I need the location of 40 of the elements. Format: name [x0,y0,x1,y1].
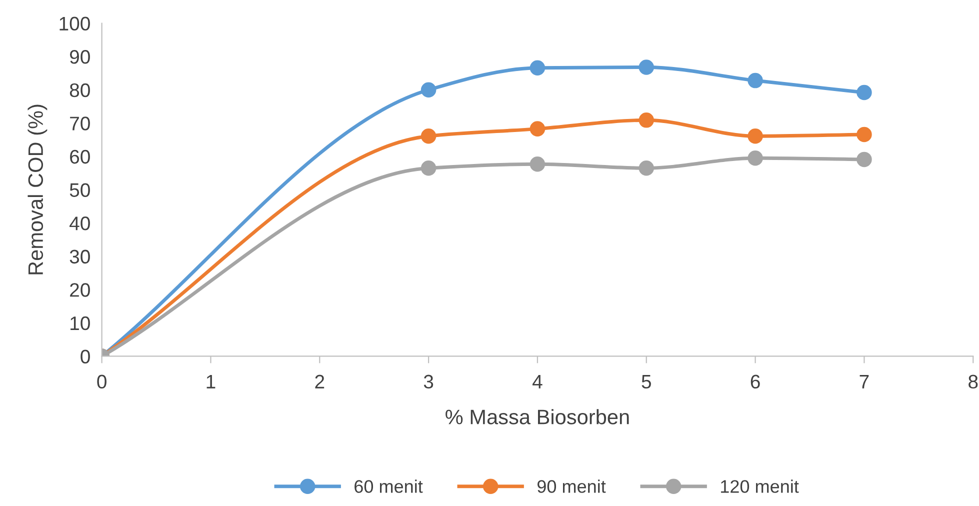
y-tick-label: 10 [70,316,90,330]
y-tick-label: 100 [60,16,90,31]
y-tick-label: 40 [70,216,90,230]
point [856,126,872,142]
legend-label: 60 menit [354,480,423,493]
legend-label: 120 menit [721,480,799,493]
point [530,156,546,172]
point [638,60,654,75]
point [856,152,872,168]
point [748,72,763,88]
x-axis-title: % Massa Biosorben [446,409,629,424]
point [748,150,763,166]
x-tick-label: 7 [860,374,869,388]
y-tick-label: 60 [70,150,90,164]
point [638,112,654,128]
x-tick-label: 3 [424,374,434,389]
y-axis-title: Removal COD (%) [28,104,48,274]
y-tick-label: 80 [70,83,90,98]
point [856,84,872,100]
point [420,82,436,98]
x-tick-label: 6 [750,374,760,389]
legend-label: 90 menit [537,480,606,493]
x-tick-label: 2 [315,374,324,388]
point [530,121,546,136]
point [530,60,546,76]
point [420,160,436,176]
x-tick-label: 0 [97,374,106,389]
x-tick-label: 1 [206,374,216,388]
y-tick-label: 90 [70,50,90,64]
y-tick-label: 50 [70,183,90,197]
point [748,128,763,144]
x-tick-label: 8 [968,374,978,389]
y-tick-label: 20 [70,283,90,297]
y-tick-label: 70 [70,116,90,130]
y-tick-label: 0 [80,350,90,364]
x-tick-label: 5 [642,374,651,389]
point [420,128,436,144]
point [638,160,654,176]
x-tick-label: 4 [532,374,542,388]
y-tick-label: 30 [70,250,90,264]
